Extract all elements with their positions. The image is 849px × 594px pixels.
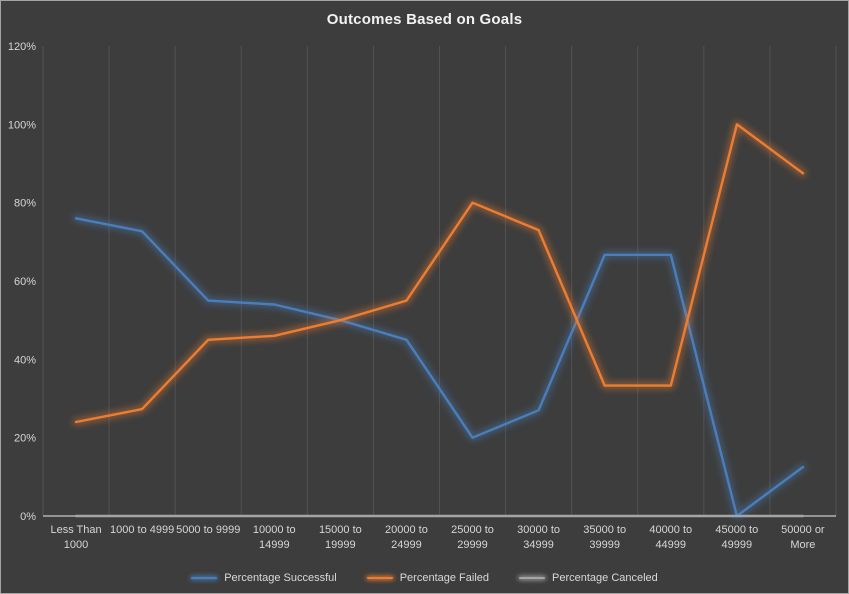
x-axis-category-label: 30000 to 34999: [517, 524, 560, 552]
x-axis-category-label: 1000 to 4999: [110, 524, 175, 536]
legend-item: Percentage Failed: [366, 572, 489, 584]
x-axis-category-label: Less Than 1000: [50, 524, 102, 552]
x-axis-category-label: 50000 or More: [781, 524, 825, 552]
legend-line-swatch: [519, 577, 545, 579]
x-axis-labels: Less Than 1000 1000 to 4999 5000 to 9999 10…: [43, 519, 836, 554]
y-axis-tick-label: 40%: [14, 354, 36, 366]
series-line: [74, 217, 805, 518]
y-axis-tick-label: 20%: [14, 433, 36, 445]
y-axis-tick-label: 60%: [14, 276, 36, 288]
legend-item: Percentage Successful: [191, 572, 337, 584]
legend-item: Percentage Canceled: [519, 572, 658, 584]
y-axis-tick-label: 80%: [14, 198, 36, 210]
x-axis-category-label: 35000 to 39999: [583, 524, 627, 552]
x-axis-category-label: 40000 to 44999: [649, 524, 693, 552]
legend-line-swatch: [366, 577, 393, 579]
x-axis-category-label: 5000 to 9999: [176, 524, 241, 536]
series-line: [74, 123, 805, 424]
legend-label: Percentage Canceled: [552, 572, 658, 584]
y-axis-tick-label: 0%: [20, 511, 36, 523]
chart-legend: Percentage Successful Percentage Failed Pe…: [1, 572, 848, 584]
x-axis-category-label: 20000 to 24999: [385, 524, 428, 552]
legend-label: Percentage Failed: [399, 572, 489, 584]
x-axis-category-label: 45000 to 49999: [715, 524, 759, 552]
legend-label: Percentage Successful: [224, 572, 337, 584]
gridlines-layer: [42, 46, 837, 516]
x-axis-category-label: 25000 to 29999: [451, 524, 494, 552]
chart-title: Outcomes Based on Goals: [326, 11, 523, 28]
y-axis-tick-label: 100%: [8, 119, 36, 131]
legend-line-swatch: [191, 577, 218, 579]
x-axis-category-label: 15000 to 19999: [318, 524, 362, 552]
series-layer: [72, 120, 807, 520]
y-axis-tick-label: 120%: [8, 41, 36, 53]
x-axis-category-label: 10000 to 14999: [252, 524, 296, 552]
